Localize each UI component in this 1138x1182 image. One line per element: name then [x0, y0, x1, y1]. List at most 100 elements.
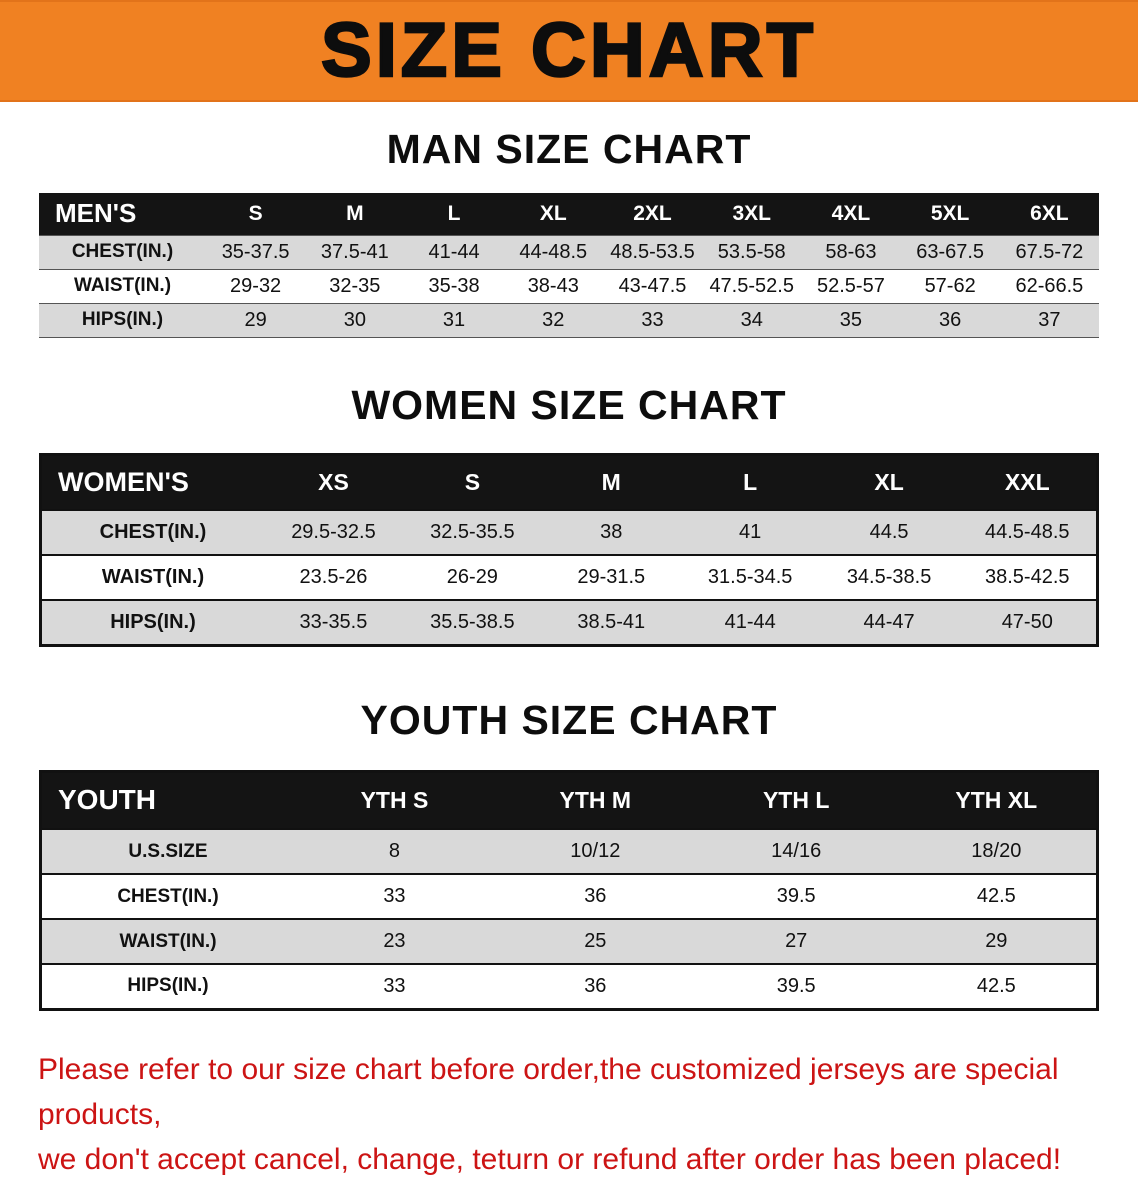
size-header-cell: YTH L: [695, 771, 897, 829]
value-cell: 33: [383, 885, 406, 907]
value-cell: 38: [600, 521, 623, 543]
value-cell: 38.5-41: [577, 610, 646, 633]
value-cell: 41-44: [428, 240, 480, 263]
page-title: SIZE CHART: [320, 8, 817, 93]
value-cell: 47.5-52.5: [709, 274, 794, 297]
table-title-cell: YOUTH: [40, 771, 294, 829]
table-row: CHEST(IN.) 33 36 39.5 42.5: [40, 874, 1098, 919]
youth-section: YOUTH SIZE CHART YOUTH YTH S YTH M YTH L YTH…: [0, 697, 1138, 1011]
size-header-cell: 4XL: [801, 193, 901, 235]
value-cell: 38-43: [527, 274, 579, 297]
row-label-cell: WAIST(IN.): [73, 275, 172, 296]
disclaimer: Please refer to our size chart before or…: [38, 1047, 1100, 1182]
women-size-table: WOMEN'S XS S M L XL XXL CHEST(IN.) 29.5-32.5 32.5…: [39, 452, 1099, 647]
value-cell: 41: [739, 521, 762, 543]
size-header-cell: XS: [264, 454, 403, 510]
size-header-cell: L: [680, 454, 820, 510]
size-header-cell: L: [404, 193, 504, 235]
value-cell: 41-44: [724, 610, 776, 633]
row-label-cell: HIPS(IN.): [127, 975, 209, 997]
value-cell: 33: [383, 974, 406, 997]
size-header-cell: YTH XL: [896, 771, 1098, 829]
size-header-cell: YTH S: [294, 771, 495, 829]
value-cell: 31.5-34.5: [707, 566, 793, 588]
size-header-cell: 2XL: [602, 193, 703, 235]
size-header-cell: M: [305, 193, 405, 235]
table-row: HIPS(IN.) 33-35.5 35.5-38.5 38.5-41 41-44 44-…: [40, 600, 1098, 645]
value-cell: 67.5-72: [1015, 240, 1084, 263]
value-cell: 44.5: [869, 521, 909, 543]
value-cell: 32.5-35.5: [430, 521, 515, 543]
value-cell: 37: [1038, 308, 1061, 331]
value-cell: 35-38: [428, 274, 480, 297]
value-cell: 29: [985, 930, 1008, 952]
value-cell: 36: [584, 974, 607, 997]
value-cell: 37.5-41: [320, 240, 389, 263]
value-cell: 44.5-48.5: [985, 521, 1070, 543]
size-header-cell: XXL: [958, 454, 1098, 510]
value-cell: 33-35.5: [299, 610, 368, 633]
table-row: HIPS(IN.) 33 36 39.5 42.5: [40, 964, 1098, 1009]
value-cell: 48.5-53.5: [610, 240, 695, 263]
value-cell: 53.5-58: [717, 240, 786, 263]
value-cell: 30: [343, 308, 366, 331]
value-cell: 34: [740, 308, 763, 331]
table-header-row: MEN'S S M L XL 2XL 3XL 4XL 5XL 6XL: [39, 193, 1099, 235]
women-section: WOMEN SIZE CHART WOMEN'S XS S M L XL XXL CHEST(…: [0, 382, 1138, 647]
size-header-cell: XL: [503, 193, 603, 235]
table-row: WAIST(IN.) 23.5-26 26-29 29-31.5 31.5-34.5 34…: [40, 555, 1098, 600]
row-label-cell: CHEST(IN.): [71, 241, 174, 262]
men-section: MAN SIZE CHART MEN'S S M L XL 2XL 3XL 4XL 5XL 6XL…: [0, 126, 1138, 338]
value-cell: 42.5: [976, 974, 1016, 997]
value-cell: 29-32: [230, 274, 282, 297]
size-header-cell: 5XL: [900, 193, 1000, 235]
value-cell: 57-62: [924, 274, 976, 297]
value-cell: 62-66.5: [1015, 274, 1084, 297]
table-header-row: YOUTH YTH S YTH M YTH L YTH XL: [40, 771, 1098, 829]
value-cell: 27: [785, 930, 808, 952]
value-cell: 39.5: [776, 885, 816, 907]
value-cell: 36: [939, 308, 962, 331]
table-title-cell: MEN'S: [39, 193, 206, 235]
value-cell: 52.5-57: [817, 274, 885, 297]
size-header-cell: M: [541, 454, 681, 510]
value-cell: 58-63: [825, 240, 877, 263]
table-row: CHEST(IN.) 29.5-32.5 32.5-35.5 38 41 44.5 44.5…: [40, 510, 1098, 555]
size-header-cell: 6XL: [999, 193, 1099, 235]
value-cell: 47-50: [1001, 610, 1053, 633]
size-header-cell: S: [402, 454, 542, 510]
value-cell: 35: [839, 308, 863, 331]
value-cell: 38.5-42.5: [985, 566, 1070, 588]
value-cell: 63-67.5: [916, 240, 985, 263]
row-label-cell: CHEST(IN.): [117, 885, 219, 907]
row-label-cell: WAIST(IN.): [101, 566, 205, 588]
value-cell: 31: [442, 308, 466, 331]
women-section-heading: WOMEN SIZE CHART: [351, 381, 787, 428]
row-label-cell: HIPS(IN.): [110, 610, 196, 633]
value-cell: 44-48.5: [519, 240, 588, 263]
banner: SIZE CHART: [0, 0, 1138, 102]
row-label-cell: HIPS(IN.): [81, 309, 164, 330]
value-cell: 23.5-26: [299, 566, 368, 588]
value-cell: 42.5: [976, 885, 1016, 907]
table-header-row: WOMEN'S XS S M L XL XXL: [40, 454, 1098, 510]
value-cell: 39.5: [776, 974, 816, 997]
disclaimer-line-1: Please refer to our size chart before or…: [38, 1052, 1059, 1131]
disclaimer-line-2: we don't accept cancel, change, teturn o…: [38, 1142, 1062, 1176]
size-header-cell: 3XL: [702, 193, 802, 235]
value-cell: 18/20: [971, 840, 1022, 862]
value-cell: 29: [244, 308, 267, 331]
table-row: WAIST(IN.) 23 25 27 29: [40, 919, 1098, 964]
value-cell: 36: [584, 885, 607, 907]
value-cell: 29.5-32.5: [291, 521, 376, 543]
value-cell: 29-31.5: [577, 566, 646, 588]
table-row: U.S.SIZE 8 10/12 14/16 18/20: [40, 829, 1098, 874]
table-row: HIPS(IN.) 29 30 31 32 33 34 35 36 37: [39, 303, 1099, 337]
row-label-cell: WAIST(IN.): [119, 930, 217, 952]
value-cell: 44-47: [863, 610, 915, 633]
value-cell: 10/12: [570, 840, 621, 862]
value-cell: 26-29: [446, 566, 498, 588]
table-row: CHEST(IN.) 35-37.5 37.5-41 41-44 44-48.5 48.5…: [39, 235, 1099, 269]
value-cell: 35-37.5: [221, 240, 290, 263]
